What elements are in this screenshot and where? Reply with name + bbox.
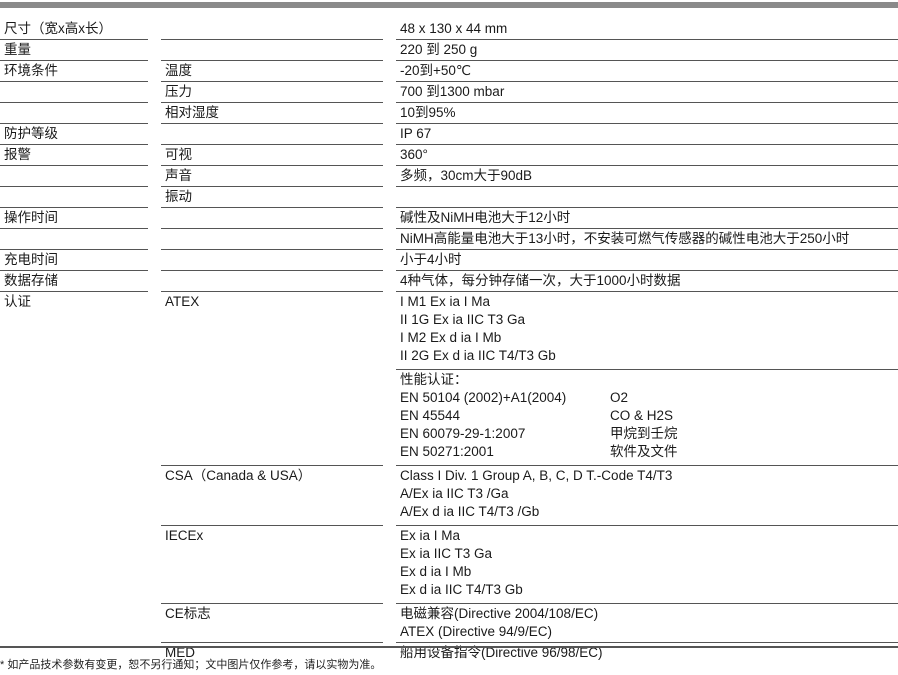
text-line: 电磁兼容(Directive 2004/108/EC) [400, 606, 599, 621]
atex-lines: I M1 Ex ia I Ma II 1G Ex ia IIC T3 Ga I … [396, 292, 898, 370]
text-line: II 1G Ex ia IIC T3 Ga [400, 312, 526, 327]
spec-value: -20到+50℃ [396, 61, 898, 82]
spec-value: 小于4小时 [396, 250, 898, 271]
spec-name [0, 229, 148, 250]
table-row: 防护等级 IP 67 [0, 124, 898, 145]
table-row: 操作时间 碱性及NiMH电池大于12小时 [0, 208, 898, 229]
spec-name [0, 187, 148, 208]
table-row: 数据存储 4种气体，每分钟存储一次，大于1000小时数据 [0, 271, 898, 292]
csa-label: CSA（Canada & USA） [161, 466, 383, 526]
cert-label: 认证 [4, 294, 31, 309]
table-row: 认证 ATEX I M1 Ex ia I Ma II 1G Ex ia IIC … [0, 292, 898, 466]
spec-value: 48 x 130 x 44 mm [396, 19, 898, 40]
table-row: 尺寸（宽x高x长） 48 x 130 x 44 mm [0, 19, 898, 40]
perf-item: EN 50271:2001 软件及文件 [400, 444, 678, 459]
table-row: MED 船用设备指令(Directive 96/98/EC) [0, 643, 898, 663]
atex-label: ATEX [161, 292, 383, 466]
spec-value [396, 187, 898, 208]
spec-subname [161, 19, 383, 40]
table-row: 充电时间 小于4小时 [0, 250, 898, 271]
spec-subname: 相对湿度 [161, 103, 383, 124]
table-row: 振动 [0, 187, 898, 208]
text-line: ATEX (Directive 94/9/EC) [400, 624, 553, 639]
spec-name [0, 82, 148, 103]
spec-name [0, 103, 148, 124]
spec-subname [161, 124, 383, 145]
spec-subname [161, 271, 383, 292]
spec-name [0, 166, 148, 187]
spec-name: 充电时间 [0, 250, 148, 271]
spec-value: 700 到1300 mbar [396, 82, 898, 103]
spec-name: 环境条件 [0, 61, 148, 82]
text-line: A/Ex ia IIC T3 /Ga [400, 486, 509, 501]
spec-subname [161, 208, 383, 229]
spec-value: 多频，30cm大于90dB [396, 166, 898, 187]
table-row: CSA（Canada & USA） Class I Div. 1 Group A… [0, 466, 898, 526]
spec-name: 操作时间 [0, 208, 148, 229]
spec-subname: 振动 [161, 187, 383, 208]
spec-subname [161, 40, 383, 61]
perf-item: EN 45544 CO & H2S [400, 408, 674, 423]
spec-subname [161, 229, 383, 250]
table-row: 重量 220 到 250 g [0, 40, 898, 61]
iecex-label: IECEx [161, 526, 383, 604]
spec-name: 重量 [0, 40, 148, 61]
spec-value: 碱性及NiMH电池大于12小时 [396, 208, 898, 229]
table-row: NiMH高能量电池大于13小时，不安装可燃气传感器的碱性电池大于250小时 [0, 229, 898, 250]
med-lines: 船用设备指令(Directive 96/98/EC) [396, 643, 898, 663]
spec-name: 尺寸（宽x高x长） [0, 19, 148, 40]
text-line: I M1 Ex ia I Ma [400, 294, 491, 309]
performance-certs: 性能认证： EN 50104 (2002)+A1(2004) O2 EN 4554… [396, 370, 898, 466]
spec-value: 10到95% [396, 103, 898, 124]
spec-name: 防护等级 [0, 124, 148, 145]
table-row: 报警 可视 360° [0, 145, 898, 166]
text-line: Ex ia IIC T3 Ga [400, 546, 493, 561]
spec-value: 4种气体，每分钟存储一次，大于1000小时数据 [396, 271, 898, 292]
spec-value: NiMH高能量电池大于13小时，不安装可燃气传感器的碱性电池大于250小时 [396, 229, 898, 250]
text-line: I M2 Ex d ia I Mb [400, 330, 502, 345]
table-row: 声音 多频，30cm大于90dB [0, 166, 898, 187]
ce-lines: 电磁兼容(Directive 2004/108/EC) ATEX (Direct… [396, 604, 898, 643]
perf-item: EN 60079-29-1:2007 甲烷到壬烷 [400, 426, 678, 441]
spec-subname [161, 250, 383, 271]
table-row: 环境条件 温度 -20到+50℃ [0, 61, 898, 82]
spec-subname: 温度 [161, 61, 383, 82]
text-line: Ex d ia IIC T4/T3 Gb [400, 582, 523, 597]
spec-value: 360° [396, 145, 898, 166]
ce-label: CE标志 [161, 604, 383, 643]
table-row: IECEx Ex ia I Ma Ex ia IIC T3 Ga Ex d ia… [0, 526, 898, 604]
text-line: Class I Div. 1 Group A, B, C, D T.-Code … [400, 468, 673, 483]
table-row: 压力 700 到1300 mbar [0, 82, 898, 103]
bottom-rule [0, 646, 898, 648]
text-line: II 2G Ex d ia IIC T4/T3 Gb [400, 348, 556, 363]
spec-value: IP 67 [396, 124, 898, 145]
spec-subname: 压力 [161, 82, 383, 103]
text-line: Ex d ia I Mb [400, 564, 472, 579]
table-row: 相对湿度 10到95% [0, 103, 898, 124]
table-row: CE标志 电磁兼容(Directive 2004/108/EC) ATEX (D… [0, 604, 898, 643]
spec-table: 尺寸（宽x高x长） 48 x 130 x 44 mm 重量 220 到 250 g 环境… [0, 19, 898, 663]
text-line: A/Ex d ia IIC T4/T3 /Gb [400, 504, 540, 519]
table-row: 性能认证： EN 50104 (2002)+A1(2004) O2 EN 4554… [0, 370, 898, 466]
csa-lines: Class I Div. 1 Group A, B, C, D T.-Code … [396, 466, 898, 526]
spec-name: 数据存储 [0, 271, 148, 292]
header-bar [0, 2, 898, 8]
spec-name: 报警 [0, 145, 148, 166]
text-line: 船用设备指令(Directive 96/98/EC) [400, 645, 603, 660]
perf-item: EN 50104 (2002)+A1(2004) O2 [400, 390, 629, 405]
perf-title: 性能认证： [400, 372, 468, 387]
spec-subname: 声音 [161, 166, 383, 187]
iecex-lines: Ex ia I Ma Ex ia IIC T3 Ga Ex d ia I Mb … [396, 526, 898, 604]
footnote: * 如产品技术参数有变更，恕不另行通知；文中图片仅作参考，请以实物为准。 [0, 659, 382, 671]
med-label: MED [165, 645, 195, 660]
spec-value: 220 到 250 g [396, 40, 898, 61]
text-line: Ex ia I Ma [400, 528, 461, 543]
spec-subname: 可视 [161, 145, 383, 166]
